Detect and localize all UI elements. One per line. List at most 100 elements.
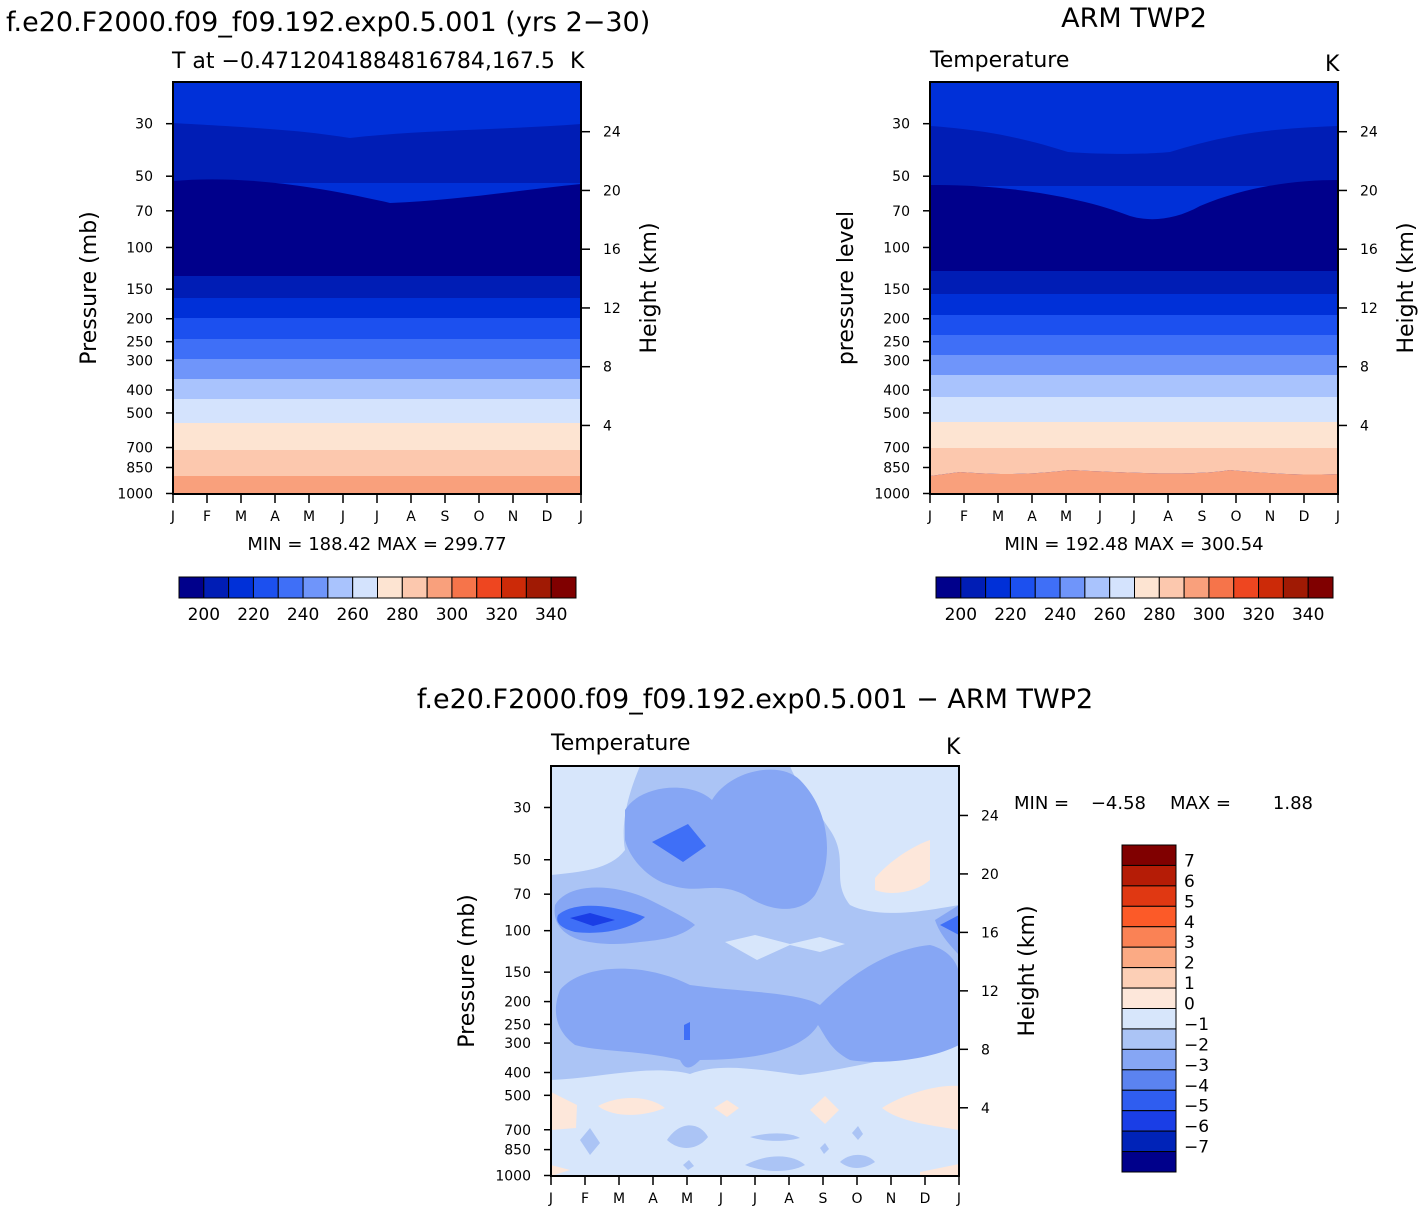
colorbar-label: 5: [1184, 892, 1195, 912]
pressure-tick-label: 400: [126, 383, 153, 399]
pressure-tick-label: 150: [504, 965, 531, 981]
colorbar-label: 240: [287, 605, 319, 625]
month-tick-label: D: [1299, 509, 1310, 525]
colorbar-swatch: [401, 576, 428, 599]
month-tick-label: A: [1027, 509, 1037, 525]
height-tick-label: 12: [603, 301, 621, 317]
panel-diff-y2label: Height (km): [1015, 905, 1040, 1036]
pressure-tick-label: 150: [883, 282, 910, 298]
colorbar-swatch: [1121, 1089, 1177, 1112]
pressure-tick-label: 200: [883, 312, 910, 328]
diff-warm-upper-right: [875, 840, 930, 893]
colorbar-swatch: [1121, 864, 1177, 887]
band-250: [930, 315, 1338, 335]
pressure-tick-label: 30: [513, 800, 531, 816]
colorbar-swatch: [1158, 576, 1185, 599]
colorbar-label: 260: [1093, 605, 1125, 625]
panel-obs-title: ARM TWP2: [1061, 3, 1207, 34]
band-400: [173, 359, 581, 379]
height-tick-label: 24: [1360, 125, 1378, 141]
diff-warm-mid: [714, 1100, 739, 1117]
month-tick-label: N: [508, 509, 518, 525]
diff-cold-blob-3: [750, 1133, 800, 1141]
pressure-tick-label: 70: [135, 204, 153, 220]
month-tick-label: J: [340, 509, 345, 525]
pressure-tick-label: 250: [504, 1017, 531, 1033]
colorbar-label: −3: [1184, 1056, 1209, 1076]
colorbar-swatch: [1121, 946, 1177, 969]
month-tick-label: A: [1163, 509, 1173, 525]
month-tick-label: J: [578, 509, 583, 525]
month-tick-label: M: [681, 1191, 693, 1207]
month-tick-label: J: [374, 509, 379, 525]
colorbar-label: 6: [1184, 872, 1195, 892]
colorbar-label: 240: [1044, 605, 1076, 625]
pressure-tick-label: 50: [892, 169, 910, 185]
band-250: [173, 318, 581, 339]
pressure-tick-label: 400: [883, 383, 910, 399]
pressure-tick-label: 400: [504, 1066, 531, 1082]
panel-obs-stats: MIN = 192.48 MAX = 300.54: [1004, 534, 1263, 555]
panel-model-title: f.e20.F2000.f09_f09.192.exp0.5.001 (yrs …: [6, 7, 650, 38]
diff-region-core-left: [570, 913, 615, 926]
band-1000: [930, 470, 1338, 494]
month-tick-label: O: [473, 509, 484, 525]
band-700: [173, 423, 581, 450]
panel-diff-title: f.e20.F2000.f09_f09.192.exp0.5.001 − ARM…: [417, 684, 1093, 715]
month-tick-label: F: [581, 1191, 589, 1207]
band-150: [173, 276, 581, 298]
month-tick-label: M: [235, 509, 247, 525]
month-tick-label: A: [784, 1191, 794, 1207]
diff-region-light-mid: [725, 935, 845, 960]
colorbar-swatch: [1121, 967, 1177, 989]
height-tick-label: 4: [1360, 418, 1369, 434]
diff-region-strong-lower: [684, 1022, 690, 1040]
band-200: [173, 298, 581, 318]
diff-cold-blob-7: [820, 1143, 829, 1154]
colorbar-label: −5: [1184, 1097, 1209, 1117]
colorbar-label: 300: [1193, 605, 1225, 625]
colorbar-swatch: [228, 576, 254, 599]
colorbar-swatch: [1121, 1048, 1177, 1071]
colorbar-label: −4: [1184, 1076, 1209, 1096]
month-tick-label: J: [170, 509, 175, 525]
colorbar-label: 220: [237, 605, 269, 625]
colorbar-swatch: [1134, 576, 1160, 599]
panel-obs-plot-area: [929, 81, 1339, 495]
colorbar-swatch: [1121, 1110, 1177, 1132]
diff-region-mid-lower: [555, 945, 959, 1068]
colorbar-swatch: [1121, 926, 1177, 948]
colorbar-label: 200: [188, 605, 220, 625]
month-tick-label: O: [851, 1191, 862, 1207]
pressure-tick-label: 700: [883, 441, 910, 457]
diff-warm-mid-right: [810, 1096, 839, 1124]
month-tick-label: A: [406, 509, 416, 525]
panel-obs-units: K: [1325, 52, 1340, 77]
panel-diff-subtitle: Temperature: [550, 731, 690, 756]
colorbar-swatch: [426, 576, 453, 599]
pressure-tick-label: 850: [126, 460, 153, 476]
colorbar-swatch: [451, 576, 478, 599]
pressure-tick-label: 250: [883, 335, 910, 351]
panel-obs-subtitle: Temperature: [929, 48, 1069, 73]
month-tick-label: F: [203, 509, 211, 525]
colorbar-swatch: [550, 576, 577, 599]
pressure-tick-label: 100: [504, 924, 531, 940]
diff-cold-blob-8: [683, 1160, 694, 1170]
colorbar-label: 3: [1184, 933, 1195, 953]
colorbar-swatch: [985, 576, 1011, 599]
colorbar-swatch: [327, 576, 354, 599]
colorbar-label: −1: [1184, 1015, 1209, 1035]
diff-warm-left: [551, 1092, 577, 1130]
pressure-tick-label: 700: [504, 1123, 531, 1139]
month-tick-label: D: [920, 1191, 931, 1207]
band-700: [930, 422, 1338, 448]
colorbar-swatch: [377, 576, 403, 599]
colorbar-label: 320: [485, 605, 517, 625]
diff-cold-blob-6: [852, 1126, 863, 1140]
pressure-tick-label: 70: [513, 887, 531, 903]
colorbar-swatch: [302, 576, 329, 599]
colorbar-swatch: [501, 576, 527, 599]
height-tick-label: 16: [1360, 242, 1378, 258]
colorbar-swatch: [1233, 576, 1260, 599]
